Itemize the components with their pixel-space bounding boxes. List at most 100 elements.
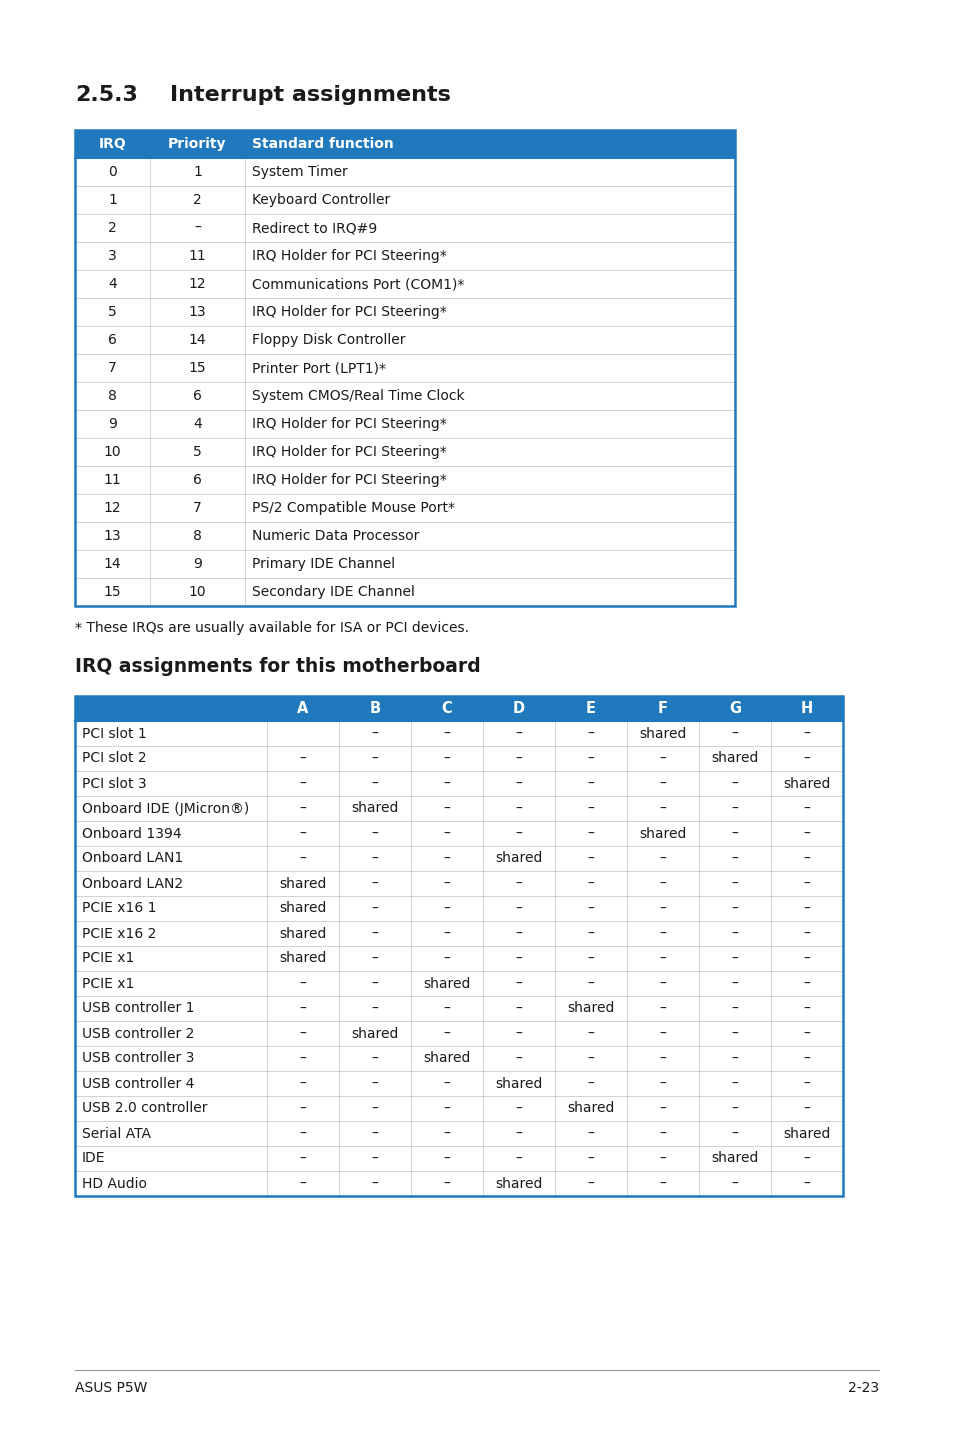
Text: shared: shared [711, 752, 758, 765]
Text: C: C [441, 700, 452, 716]
Text: Redirect to IRQ#9: Redirect to IRQ#9 [252, 221, 376, 234]
Text: IRQ assignments for this motherboard: IRQ assignments for this motherboard [75, 657, 480, 676]
Text: –: – [731, 777, 738, 791]
Text: –: – [659, 801, 666, 815]
Text: –: – [587, 952, 594, 965]
Bar [75, 129, 734, 158]
Text: –: – [371, 726, 378, 741]
Text: –: – [299, 1077, 306, 1090]
Bar [75, 522, 734, 549]
Text: –: – [371, 1102, 378, 1116]
Bar [75, 158, 734, 186]
Text: –: – [659, 902, 666, 916]
Text: –: – [299, 752, 306, 765]
Text: –: – [659, 1027, 666, 1041]
Bar [75, 871, 842, 896]
Text: –: – [731, 801, 738, 815]
Text: shared: shared [495, 851, 542, 866]
Text: shared: shared [711, 1152, 758, 1166]
Text: shared: shared [567, 1102, 614, 1116]
Text: –: – [515, 1152, 522, 1166]
Text: –: – [587, 877, 594, 890]
Bar [75, 578, 734, 605]
Text: 6: 6 [193, 390, 202, 403]
Bar [75, 1071, 842, 1096]
Text: shared: shared [495, 1176, 542, 1191]
Text: Keyboard Controller: Keyboard Controller [252, 193, 390, 207]
Text: –: – [515, 926, 522, 940]
Text: shared: shared [639, 827, 686, 840]
Text: –: – [515, 777, 522, 791]
Bar [75, 495, 734, 522]
Text: –: – [587, 752, 594, 765]
Text: –: – [371, 952, 378, 965]
Text: –: – [587, 1126, 594, 1140]
Text: –: – [587, 777, 594, 791]
Text: –: – [587, 851, 594, 866]
Text: –: – [731, 1077, 738, 1090]
Text: Printer Port (LPT1)*: Printer Port (LPT1)* [252, 361, 386, 375]
Text: E: E [585, 700, 596, 716]
Text: –: – [443, 777, 450, 791]
Bar [75, 410, 734, 439]
Text: 2-23: 2-23 [847, 1380, 878, 1395]
Text: –: – [659, 1051, 666, 1066]
Text: PCI slot 2: PCI slot 2 [82, 752, 147, 765]
Text: –: – [443, 1102, 450, 1116]
Bar [75, 746, 842, 771]
Text: shared: shared [351, 801, 398, 815]
Text: shared: shared [639, 726, 686, 741]
Bar [75, 1045, 842, 1071]
Text: Numeric Data Processor: Numeric Data Processor [252, 529, 419, 544]
Text: –: – [515, 1027, 522, 1041]
Bar [75, 920, 842, 946]
Text: –: – [587, 1077, 594, 1090]
Text: –: – [802, 1027, 810, 1041]
Text: –: – [443, 926, 450, 940]
Text: –: – [659, 952, 666, 965]
Text: –: – [802, 976, 810, 991]
Text: –: – [299, 976, 306, 991]
Text: –: – [659, 1001, 666, 1015]
Text: PCI slot 1: PCI slot 1 [82, 726, 147, 741]
Text: –: – [443, 851, 450, 866]
Text: 2: 2 [108, 221, 117, 234]
Text: –: – [587, 827, 594, 840]
Text: –: – [731, 976, 738, 991]
Text: USB controller 1: USB controller 1 [82, 1001, 194, 1015]
Text: –: – [587, 1051, 594, 1066]
Text: –: – [515, 752, 522, 765]
Text: –: – [299, 851, 306, 866]
Bar [75, 549, 734, 578]
Text: –: – [587, 726, 594, 741]
Text: –: – [802, 952, 810, 965]
Text: ASUS P5W: ASUS P5W [75, 1380, 147, 1395]
Bar [75, 821, 842, 846]
Text: –: – [371, 777, 378, 791]
Text: G: G [728, 700, 740, 716]
Text: –: – [371, 1152, 378, 1166]
Text: * These IRQs are usually available for ISA or PCI devices.: * These IRQs are usually available for I… [75, 621, 469, 636]
Text: IRQ Holder for PCI Steering*: IRQ Holder for PCI Steering* [252, 249, 446, 263]
Text: –: – [371, 976, 378, 991]
Text: 12: 12 [104, 500, 121, 515]
Text: 12: 12 [189, 278, 206, 290]
Text: Serial ATA: Serial ATA [82, 1126, 151, 1140]
Text: 7: 7 [108, 361, 117, 375]
Text: PS/2 Compatible Mouse Port*: PS/2 Compatible Mouse Port* [252, 500, 455, 515]
Bar [75, 186, 734, 214]
Text: shared: shared [782, 777, 830, 791]
Text: IRQ: IRQ [98, 137, 126, 151]
Text: 15: 15 [189, 361, 206, 375]
Text: –: – [659, 976, 666, 991]
Text: –: – [443, 801, 450, 815]
Text: –: – [515, 827, 522, 840]
Text: –: – [731, 1176, 738, 1191]
Text: –: – [443, 1077, 450, 1090]
Text: –: – [515, 1001, 522, 1015]
Text: 14: 14 [189, 334, 206, 347]
Text: –: – [443, 827, 450, 840]
Text: –: – [802, 1176, 810, 1191]
Text: 9: 9 [108, 417, 117, 431]
Text: –: – [443, 726, 450, 741]
